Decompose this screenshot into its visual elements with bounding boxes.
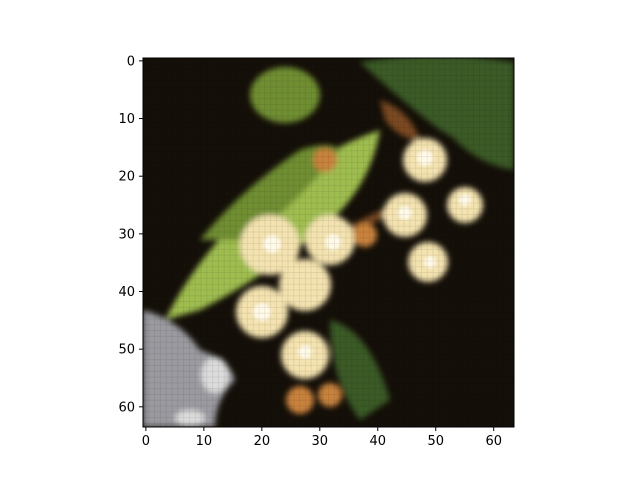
image-plot-area: 0 10 20 30 40 50 60 0 10 20 30 40 50 60 — [118, 54, 515, 449]
y-tick-label: 50 — [118, 343, 135, 358]
y-tick-label: 10 — [118, 112, 135, 127]
x-tick-label: 20 — [254, 434, 271, 449]
x-tick-label: 50 — [427, 434, 444, 449]
x-tick-label: 60 — [485, 434, 502, 449]
y-tick-label: 60 — [118, 400, 135, 415]
photo-image — [143, 58, 514, 427]
y-tick-label: 20 — [118, 170, 135, 185]
x-axis: 0 10 20 30 40 50 60 — [142, 427, 502, 449]
y-tick-label: 40 — [118, 285, 135, 300]
y-axis: 0 10 20 30 40 50 60 — [118, 54, 143, 415]
x-tick-label: 40 — [370, 434, 387, 449]
x-tick-label: 30 — [312, 434, 329, 449]
x-tick-label: 0 — [142, 434, 150, 449]
x-tick-label: 10 — [196, 434, 213, 449]
y-tick-label: 30 — [118, 227, 135, 242]
pixel-grid-overlay — [143, 58, 514, 427]
axes-frame — [142, 57, 515, 428]
y-tick-label: 0 — [127, 54, 135, 69]
